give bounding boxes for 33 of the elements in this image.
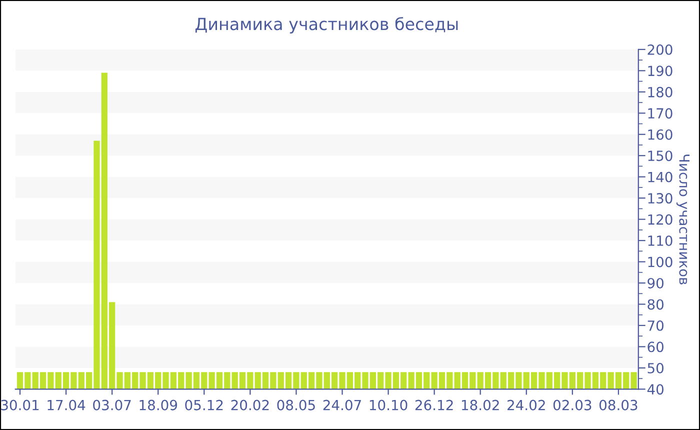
x-tick-label: 18.02 (462, 400, 499, 410)
chart-title: Динамика участников беседы (195, 17, 458, 34)
y-axis-title: Число участников (676, 154, 690, 284)
x-tick-label: 08.03 (599, 400, 638, 410)
x-tick-label: 05.12 (185, 400, 223, 410)
y-tick-label: 80 (648, 299, 664, 310)
x-tick-label: 08.05 (277, 400, 315, 410)
y-tick-label: 170 (648, 108, 672, 119)
x-tick-label: 24.02 (508, 400, 545, 410)
x-tick-label: 20.02 (231, 400, 269, 410)
x-tick-label: 24.07 (323, 400, 361, 410)
x-tick-label: 10.10 (370, 400, 408, 410)
y-tick-label: 180 (648, 86, 672, 98)
y-tick-label: 120 (648, 214, 672, 225)
y-tick-label: 130 (648, 193, 672, 204)
y-tick-label: 50 (648, 362, 664, 374)
y-tick-label: 100 (648, 256, 672, 268)
x-tick-label: 30.01 (1, 400, 39, 410)
y-tick-label: 60 (648, 342, 664, 352)
y-tick-label: 90 (648, 278, 664, 288)
x-tick-label: 26.12 (415, 400, 453, 410)
y-tick-label: 150 (648, 150, 672, 162)
y-tick-label: 110 (648, 236, 672, 246)
x-tick-label: 18.09 (140, 400, 178, 410)
y-tick-label: 140 (648, 172, 672, 182)
x-tick-label: 17.04 (48, 400, 86, 410)
y-tick-label: 190 (648, 66, 672, 76)
y-tick-label: 40 (647, 384, 664, 395)
x-tick-label: 03.07 (93, 400, 131, 410)
x-tick-label: 02.03 (553, 400, 592, 410)
y-tick-label: 70 (648, 320, 664, 331)
y-tick-label: 200 (648, 44, 672, 55)
y-tick-label: 160 (648, 129, 672, 140)
